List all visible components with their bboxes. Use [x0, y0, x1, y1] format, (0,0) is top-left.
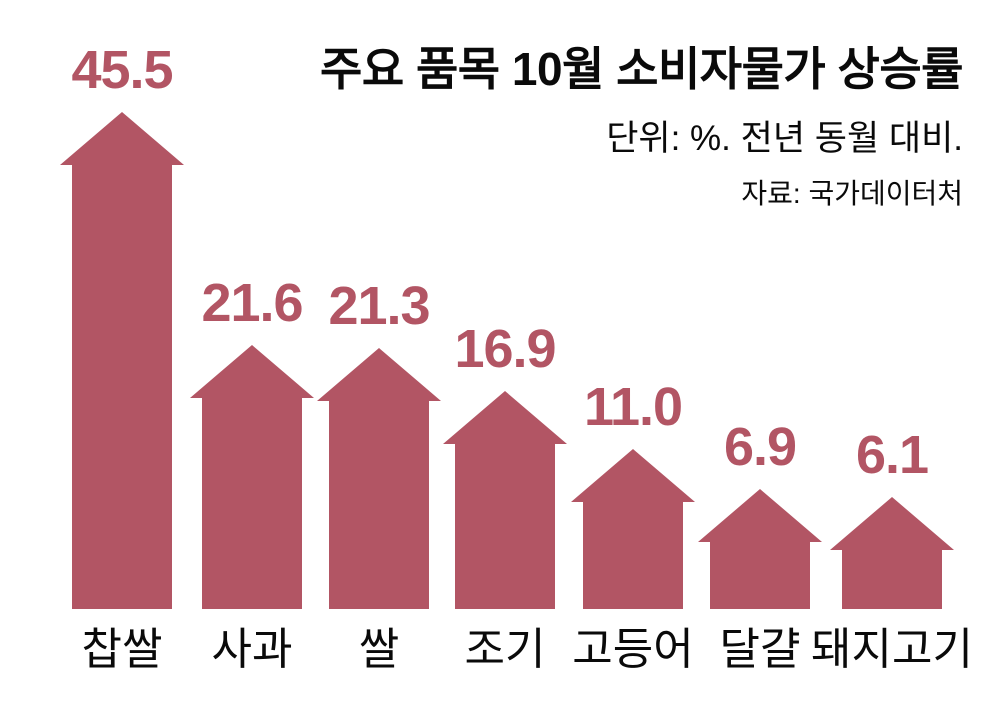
value-label: 6.1 [855, 425, 929, 485]
value-label: 6.9 [723, 417, 797, 477]
up-arrow-polygon [443, 391, 567, 609]
up-arrow-polygon [571, 449, 695, 609]
up-arrow-polygon [830, 497, 954, 609]
category-label: 달걀 [719, 625, 801, 674]
up-arrow-shape [317, 348, 441, 609]
up-arrow-shape [60, 112, 184, 609]
value-label: 45.5 [71, 40, 173, 100]
up-arrow-shape [571, 449, 695, 609]
category-label: 사과 [211, 625, 293, 674]
chart-title: 주요 품목 10월 소비자물가 상승률 [320, 43, 963, 95]
value-label: 21.3 [328, 276, 430, 336]
category-label: 조기 [464, 625, 546, 674]
up-arrow-shape [698, 489, 822, 609]
category-label: 찹쌀 [81, 625, 163, 674]
value-label: 21.6 [201, 273, 303, 333]
up-arrow-polygon [698, 489, 822, 609]
up-arrow-shape [830, 497, 954, 609]
category-label: 쌀 [358, 625, 400, 674]
up-arrow-shape [190, 345, 314, 609]
chart-unit-note: 단위: %. 전년 동월 대비. [606, 119, 963, 158]
up-arrow-polygon [190, 345, 314, 609]
chart-source: 자료: 국가데이터처 [741, 178, 963, 209]
category-label: 돼지고기 [811, 625, 973, 674]
value-label: 11.0 [583, 377, 683, 437]
up-arrow-polygon [60, 112, 184, 609]
up-arrow-shape [443, 391, 567, 609]
up-arrow-polygon [317, 348, 441, 609]
category-label: 고등어 [572, 625, 694, 674]
value-label: 16.9 [454, 319, 556, 379]
